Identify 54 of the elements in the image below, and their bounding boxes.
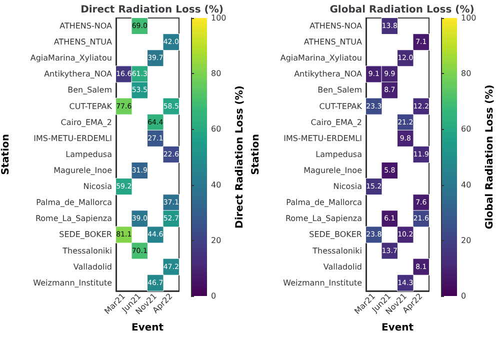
y-tick-label: Thessaloniki: [62, 246, 112, 256]
y-tick-label: Ben_Salem: [68, 86, 112, 95]
color-bar-label: 40: [211, 180, 222, 190]
chart-title: Direct Radiation Loss (%): [80, 4, 224, 16]
y-tick-label: Weizmann_Institute: [283, 278, 362, 288]
chart-title: Global Radiation Loss (%): [330, 4, 474, 16]
y-tick-label: Valladolid: [323, 262, 362, 272]
y-tick-label: ATHENS-NOA: [60, 22, 113, 31]
color-bar-label: 20: [461, 236, 472, 245]
color-bar-title: Global Radiation Loss (%): [484, 84, 496, 230]
y-tick-label: Antikythera_NOA: [294, 70, 363, 79]
color-bar-label: 100: [461, 14, 476, 22]
y-tick-label: Rome_La_Sapienza: [35, 214, 112, 224]
y-tick-label: Nicosia: [83, 182, 112, 192]
y-tick-label: Lampedusa: [66, 150, 112, 159]
x-axis-title: Event: [131, 322, 164, 334]
y-tick-label: IMS-METU-ERDEMLI: [34, 134, 112, 143]
y-tick-label: Cairo_EMA_2: [310, 118, 362, 127]
color-bar-label: 60: [211, 124, 222, 134]
y-tick-label: Weizmann_Institute: [33, 278, 112, 288]
y-tick-label: Nicosia: [333, 182, 362, 192]
y-tick-label: Lampedusa: [316, 150, 362, 159]
y-tick-label: IMS-METU-ERDEMLI: [284, 134, 362, 143]
y-axis-title: Station: [0, 134, 12, 175]
color-bar-label: 40: [461, 180, 472, 190]
y-tick-label: Ben_Salem: [318, 86, 362, 95]
y-tick-label: Antikythera_NOA: [44, 70, 113, 79]
color-bar-label: 0: [211, 292, 216, 300]
y-tick-label: Palma_de_Mallorca: [286, 198, 362, 208]
y-tick-label: Magurele_Inoe: [54, 166, 112, 176]
color-bar-label: 60: [461, 124, 472, 134]
x-axis-title: Event: [381, 322, 414, 334]
y-tick-label: CUT-TEPAK: [319, 102, 363, 111]
y-tick-label: Rome_La_Sapienza: [285, 214, 362, 224]
y-tick-label: SEDE_BOKER: [59, 230, 112, 240]
y-tick-label: AgiaMarina_Xyliatou: [30, 54, 112, 63]
y-tick-label: AgiaMarina_Xyliatou: [280, 54, 362, 63]
y-tick-label: Valladolid: [73, 262, 112, 272]
color-bar-label: 100: [211, 14, 226, 22]
color-bar-label: 80: [461, 69, 472, 78]
y-tick-label: ATHENS-NOA: [310, 22, 363, 31]
color-bar-label: 0: [461, 292, 466, 300]
y-tick-label: ATHENS_NTUA: [54, 38, 113, 47]
y-axis-title: Station: [250, 134, 262, 175]
y-tick-label: SEDE_BOKER: [309, 230, 362, 240]
color-bar-title: Direct Radiation Loss (%): [234, 86, 246, 228]
color-bar-label: 80: [211, 69, 222, 78]
y-tick-label: CUT-TEPAK: [69, 102, 113, 111]
y-tick-label: Cairo_EMA_2: [60, 118, 112, 127]
color-bar-label: 20: [211, 236, 222, 245]
y-tick-label: Palma_de_Mallorca: [36, 198, 112, 208]
y-tick-label: Magurele_Inoe: [304, 166, 362, 176]
y-tick-label: Thessaloniki: [312, 246, 362, 256]
y-tick-label: ATHENS_NTUA: [304, 38, 363, 47]
